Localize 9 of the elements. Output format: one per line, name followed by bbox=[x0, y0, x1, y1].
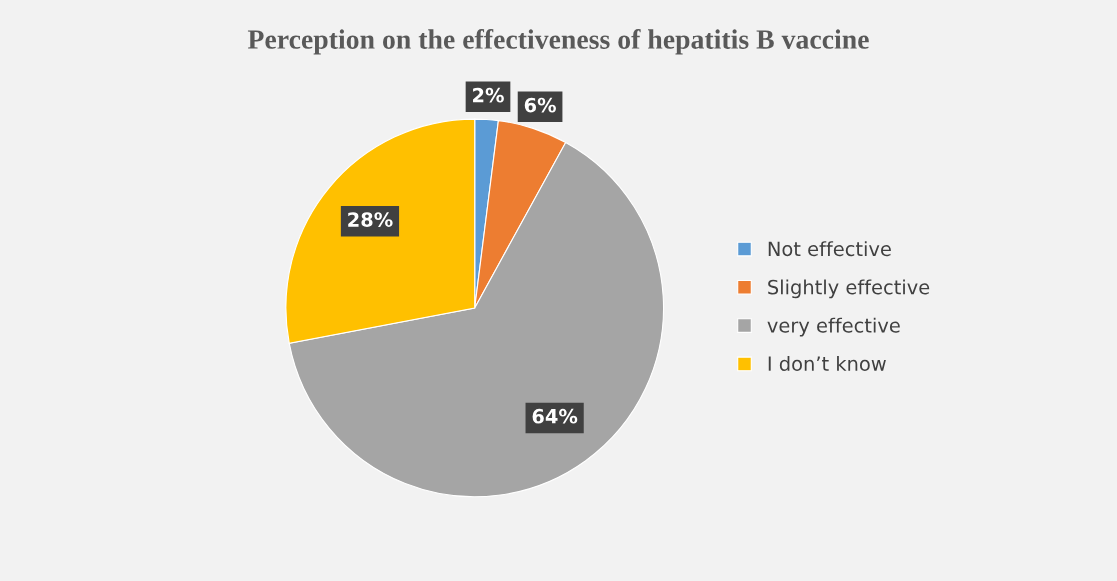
data-label: 28% bbox=[348, 212, 393, 227]
data-label: 6% bbox=[524, 97, 556, 113]
data-label: 2% bbox=[473, 87, 504, 103]
legend-label: very effective bbox=[767, 317, 900, 337]
chart-title: Perception on the effectiveness of hepatitis B vaccine bbox=[247, 29, 869, 55]
legend-label: Not effective bbox=[768, 241, 891, 257]
data-label: 64% bbox=[532, 408, 578, 424]
legend-label: I don’t know bbox=[768, 355, 886, 371]
legend-label: Slightly effective bbox=[768, 279, 930, 299]
